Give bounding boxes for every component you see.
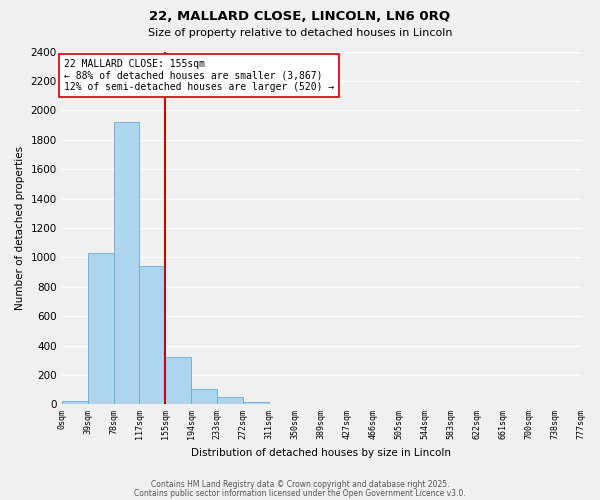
Bar xyxy=(166,358,191,405)
Bar xyxy=(217,397,243,404)
Text: Contains HM Land Registry data © Crown copyright and database right 2025.: Contains HM Land Registry data © Crown c… xyxy=(151,480,449,489)
Text: 22 MALLARD CLOSE: 155sqm
← 88% of detached houses are smaller (3,867)
12% of sem: 22 MALLARD CLOSE: 155sqm ← 88% of detach… xyxy=(64,59,334,92)
Text: 22, MALLARD CLOSE, LINCOLN, LN6 0RQ: 22, MALLARD CLOSE, LINCOLN, LN6 0RQ xyxy=(149,10,451,23)
Bar xyxy=(191,389,217,404)
Bar xyxy=(62,402,88,404)
Bar xyxy=(139,266,166,404)
Bar xyxy=(88,253,113,404)
Text: Size of property relative to detached houses in Lincoln: Size of property relative to detached ho… xyxy=(148,28,452,38)
Y-axis label: Number of detached properties: Number of detached properties xyxy=(15,146,25,310)
Bar xyxy=(243,402,269,404)
X-axis label: Distribution of detached houses by size in Lincoln: Distribution of detached houses by size … xyxy=(191,448,451,458)
Text: Contains public sector information licensed under the Open Government Licence v3: Contains public sector information licen… xyxy=(134,488,466,498)
Bar xyxy=(113,122,139,405)
